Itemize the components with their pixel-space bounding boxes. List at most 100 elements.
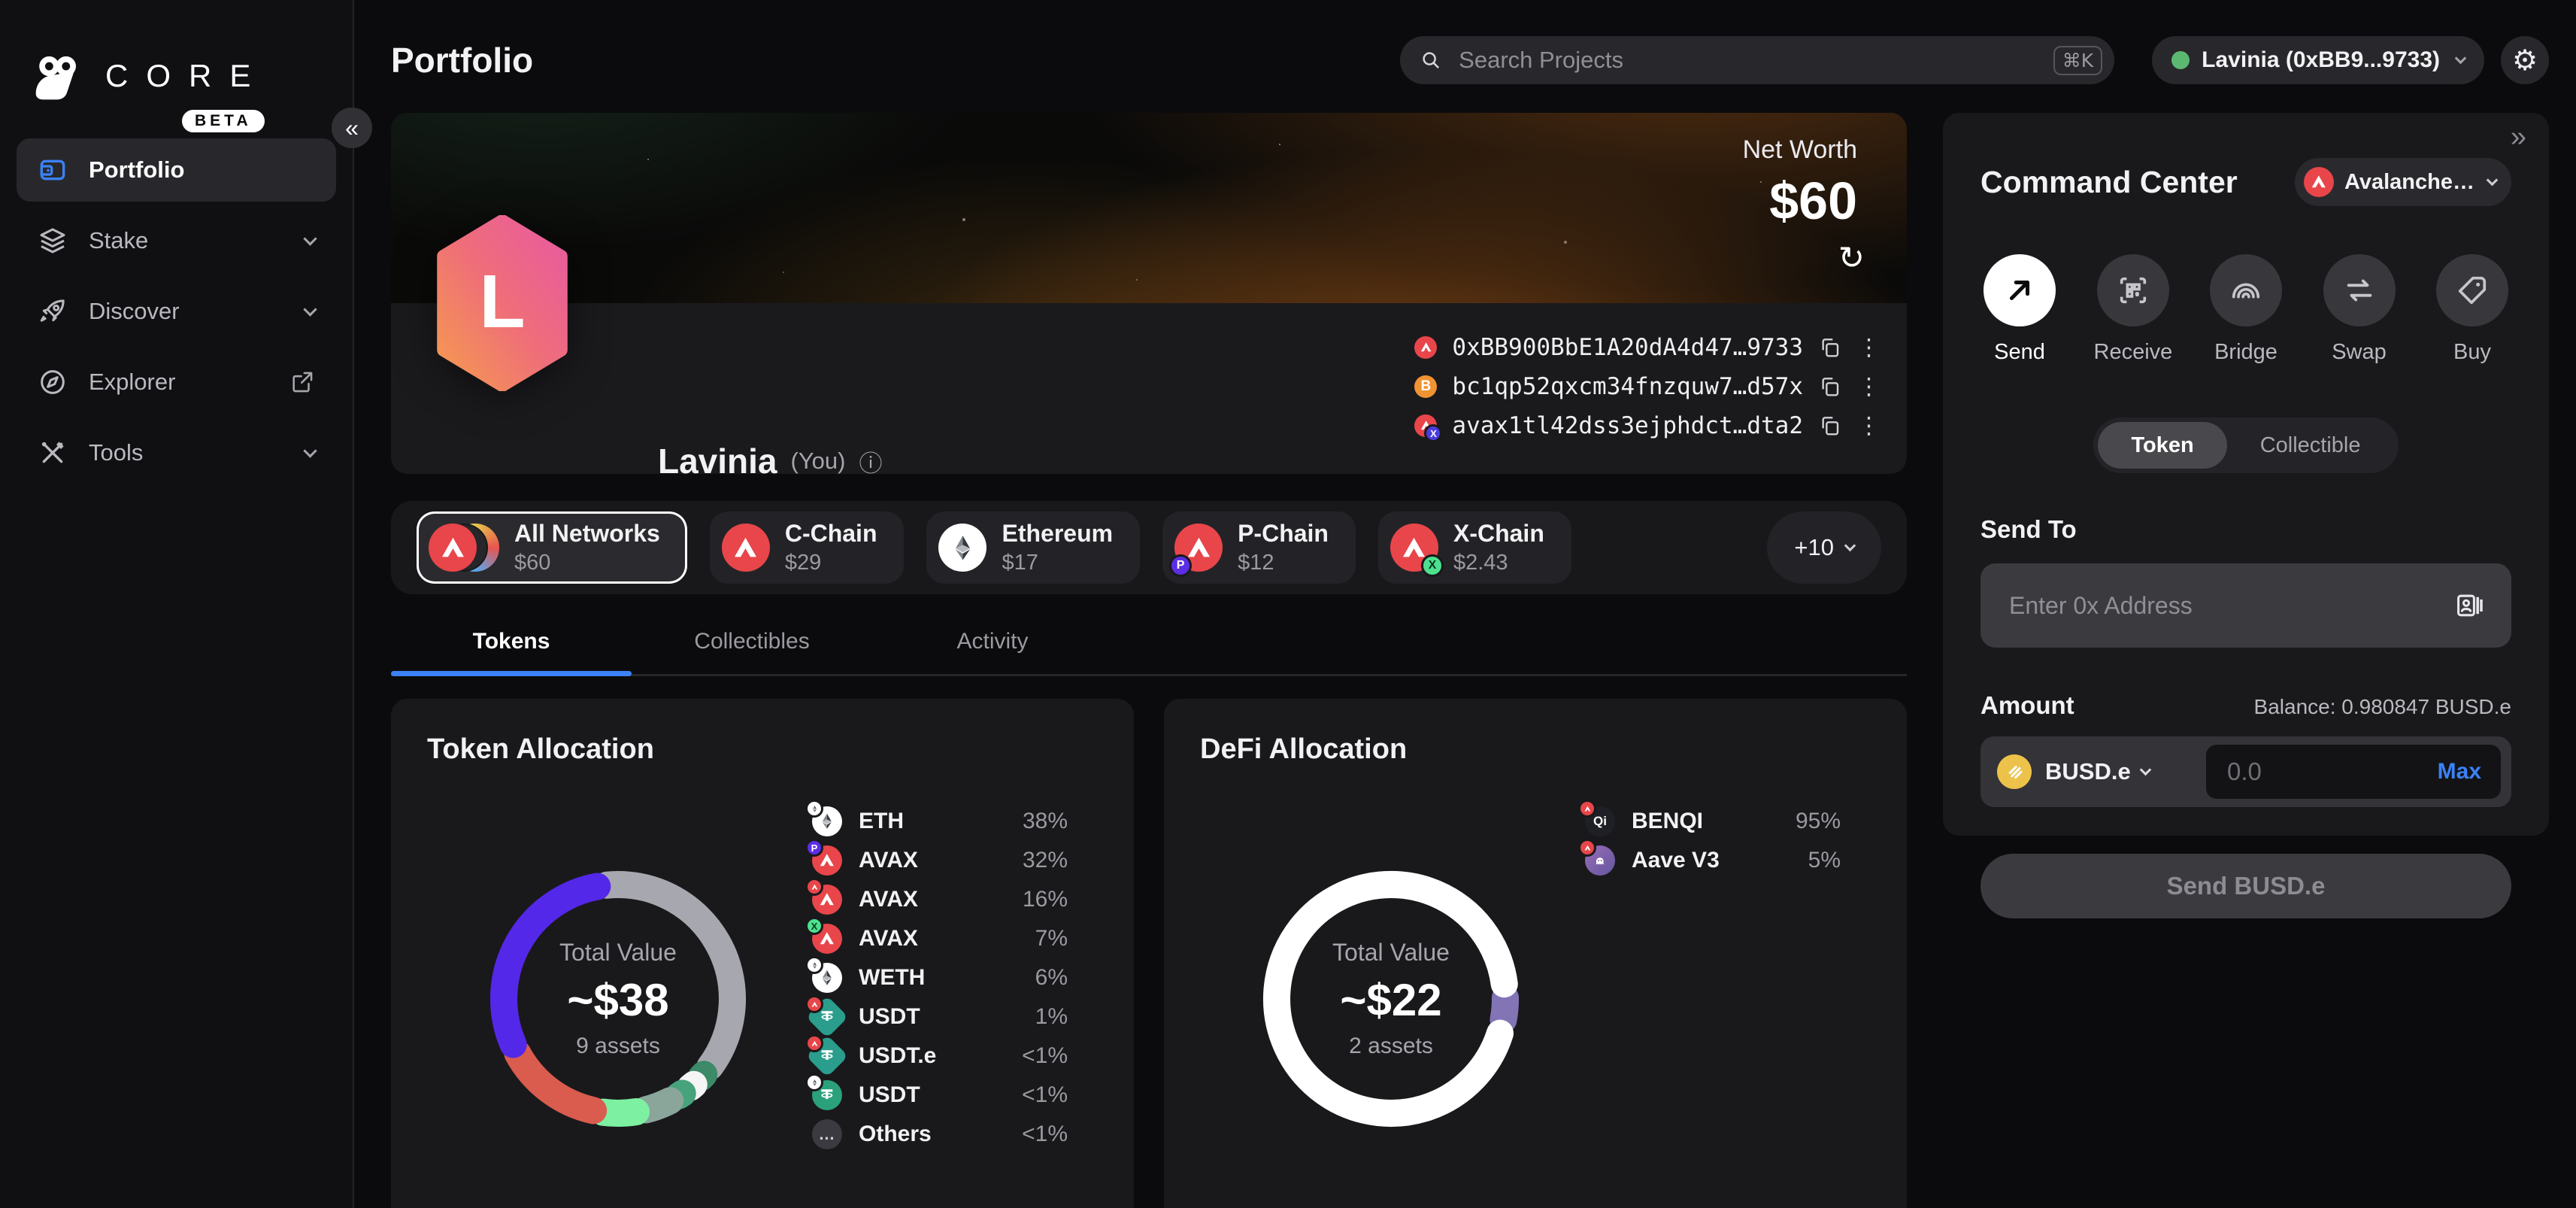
copy-icon[interactable]	[1818, 414, 1842, 438]
avalanche-badge-icon	[805, 1034, 823, 1052]
legend-percent: 95%	[1795, 809, 1841, 833]
more-networks-button[interactable]: +10	[1767, 511, 1881, 584]
network-chip-all-networks[interactable]: SE All Networks $60	[417, 511, 687, 584]
sidebar: CORE BETA « Portfolio Stake Discover Explor…	[0, 0, 372, 1208]
network-filter-bar: SEAll Networks$60C-Chain$29Ethereum$17PP…	[391, 501, 1907, 594]
xp-chain-badge-icon: X	[1424, 424, 1443, 442]
swap-button[interactable]: Swap	[2320, 254, 2399, 365]
contacts-icon[interactable]	[2454, 590, 2484, 621]
address-input-wrap	[1980, 563, 2511, 648]
rocket-icon	[38, 296, 68, 326]
legend-label: AVAX	[859, 926, 918, 951]
sidebar-item-portfolio[interactable]: Portfolio	[17, 138, 336, 202]
donut-center-value: ~$38	[567, 975, 669, 1025]
net-worth-block: Net Worth $60	[1743, 135, 1857, 231]
refresh-icon[interactable]: ↻	[1838, 239, 1865, 276]
network-chip-name: C-Chain	[784, 520, 877, 547]
legend-label: WETH	[859, 965, 926, 990]
kebab-menu-icon[interactable]: ⋮	[1857, 373, 1880, 400]
avalanche-icon	[2304, 167, 2334, 197]
swap-icon	[2342, 273, 2377, 308]
legend-percent: 6%	[1035, 965, 1068, 990]
send-to-label: Send To	[1980, 515, 2077, 543]
beta-badge: BETA	[182, 110, 265, 132]
legend-label: AVAX	[859, 848, 918, 873]
kebab-menu-icon[interactable]: ⋮	[1857, 412, 1880, 439]
defi-allocation-card: DeFi Allocation Total Value ~$22 2 asset…	[1164, 699, 1907, 1208]
tag-icon	[2455, 273, 2490, 308]
legend-label: USDT	[859, 1004, 920, 1029]
avax-token-icon: X	[805, 917, 842, 954]
tab-activity[interactable]: Activity	[956, 629, 1029, 654]
send-button[interactable]: Send	[1980, 254, 2059, 365]
legend-percent: <1%	[1022, 1121, 1068, 1146]
network-chip-ethereum[interactable]: Ethereum $17	[926, 511, 1141, 584]
legend-percent: <1%	[1022, 1082, 1068, 1107]
chevron-down-icon	[303, 231, 317, 246]
page-title: Portfolio	[391, 41, 534, 80]
all-networks-icon: SE	[429, 524, 499, 572]
legend-item: Qi BENQI 95%	[1578, 800, 1841, 841]
token-select-label[interactable]: BUSD.e	[2045, 758, 2131, 785]
tab-tokens[interactable]: Tokens	[391, 629, 632, 676]
legend-percent: 1%	[1035, 1004, 1068, 1029]
receive-button[interactable]: Receive	[2094, 254, 2172, 365]
eth-token-icon	[805, 800, 842, 836]
search-bar[interactable]: ⌘K	[1400, 36, 2115, 84]
status-dot-icon	[2171, 51, 2190, 69]
settings-button[interactable]: ⚙	[2501, 36, 2549, 84]
send-submit-button[interactable]: Send BUSD.e	[1980, 854, 2511, 918]
amount-input-row: BUSD.e Max	[1980, 736, 2511, 807]
network-chip-name: P-Chain	[1238, 520, 1329, 547]
action-label: Buy	[2453, 340, 2491, 364]
legend-item: AVAX 16%	[805, 878, 1068, 919]
bridge-icon	[2229, 273, 2263, 308]
toggle-collectible[interactable]: Collectible	[2259, 433, 2361, 457]
benqi-token-icon: Qi	[1578, 800, 1615, 836]
search-input[interactable]	[1457, 46, 2053, 74]
legend-item: USDT.e <1%	[805, 1034, 1068, 1078]
send-icon	[2002, 273, 2037, 308]
network-selector-label: Avalanche…	[2344, 169, 2474, 194]
network-chip-x-chain[interactable]: X X-Chain $2.43	[1377, 511, 1571, 584]
kebab-menu-icon[interactable]: ⋮	[1857, 334, 1880, 361]
address-row: 0xBB900BbE1A20dA4d47…9733 ⋮	[1414, 328, 1880, 367]
legend-item: USDT 1%	[805, 995, 1068, 1039]
network-chip-c-chain[interactable]: C-Chain $29	[709, 511, 905, 584]
bridge-button[interactable]: Bridge	[2207, 254, 2285, 365]
sidebar-item-stake[interactable]: Stake	[17, 209, 336, 272]
network-chip-p-chain[interactable]: P P-Chain $12	[1162, 511, 1356, 584]
network-chip-name: Ethereum	[1002, 520, 1114, 547]
account-menu-button[interactable]: Lavinia (0xBB9...9733)	[2152, 36, 2484, 84]
info-icon[interactable]: ⓘ	[859, 450, 883, 475]
copy-icon[interactable]	[1818, 335, 1842, 360]
network-chip-name: X-Chain	[1453, 520, 1544, 547]
max-button[interactable]: Max	[2437, 759, 2481, 784]
legend-label: Others	[859, 1121, 932, 1146]
tether-green-token-icon	[805, 1073, 842, 1110]
sidebar-item-tools[interactable]: Tools	[17, 421, 336, 484]
tether-teal-token-icon	[805, 995, 849, 1039]
bitcoin-icon: B	[1414, 375, 1438, 398]
sidebar-item-discover[interactable]: Discover	[17, 280, 336, 343]
sidebar-item-explorer[interactable]: Explorer	[17, 351, 336, 414]
buy-button[interactable]: Buy	[2433, 254, 2511, 365]
network-selector[interactable]: Avalanche…	[2295, 158, 2511, 206]
network-chip-value: $12	[1238, 551, 1274, 575]
copy-icon[interactable]	[1818, 375, 1842, 399]
tab-collectibles[interactable]: Collectibles	[694, 629, 810, 654]
toggle-token[interactable]: Token	[2098, 422, 2227, 469]
avalanche-badge-icon	[1578, 800, 1596, 818]
portfolio-hero-card: Net Worth $60 ↻ L Lavinia (You)	[391, 113, 1907, 474]
amount-input[interactable]	[2226, 757, 2391, 787]
chevron-down-icon	[303, 443, 317, 458]
sidebar-collapse-button[interactable]: «	[332, 108, 372, 148]
address-input[interactable]	[2008, 590, 2454, 621]
amount-input-wrap: Max	[2206, 745, 2501, 799]
action-label: Swap	[2332, 340, 2387, 364]
chevron-down-icon[interactable]	[2139, 763, 2151, 775]
legend-percent: 16%	[1022, 887, 1068, 912]
panel-collapse-icon[interactable]: »	[2510, 121, 2526, 153]
